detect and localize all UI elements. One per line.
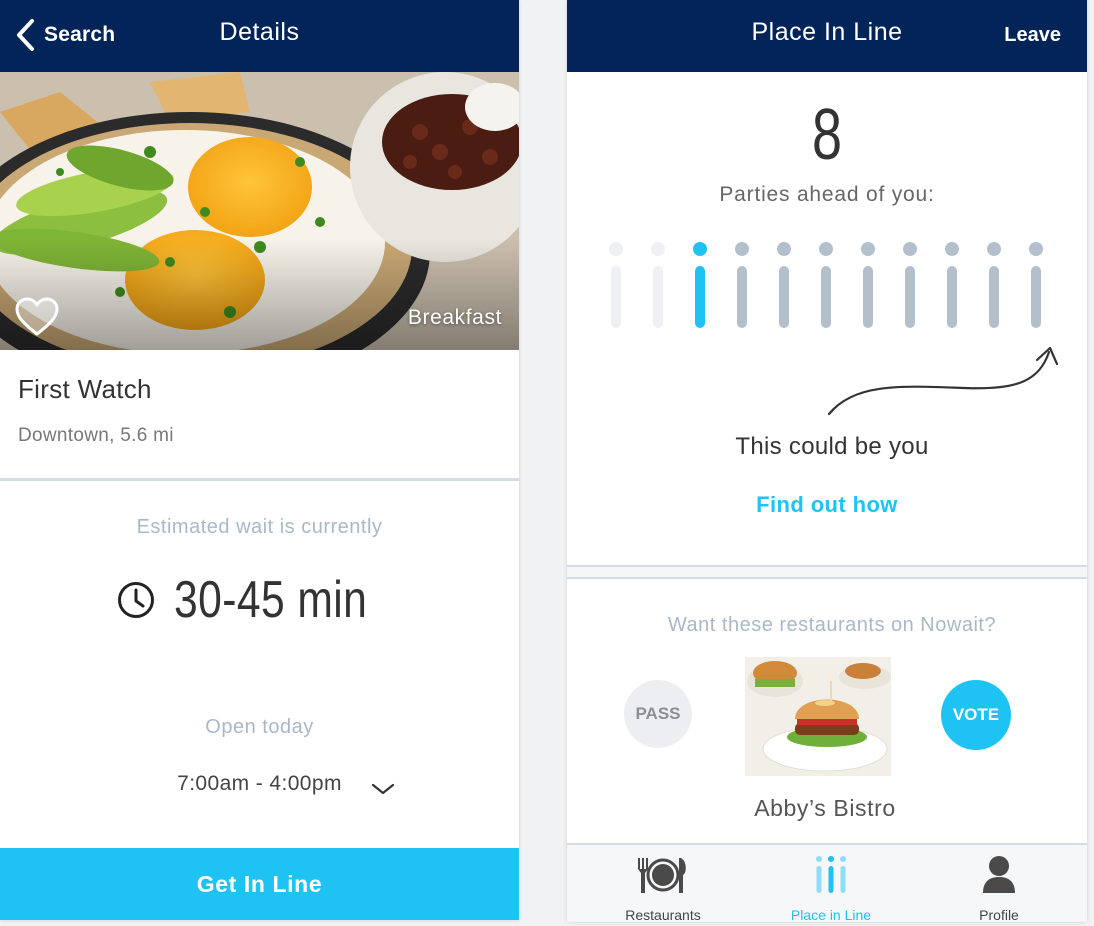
queue-slot xyxy=(987,240,1001,332)
line-navbar: Place In Line Leave xyxy=(567,0,1087,72)
page-title: Details xyxy=(219,18,300,46)
hours-value: 7:00am - 4:00pm xyxy=(177,772,342,795)
section-divider xyxy=(567,565,1087,579)
back-button[interactable]: Search xyxy=(14,16,115,54)
place-in-line-screen: Place In Line Leave 8 Parties ahead of y… xyxy=(567,0,1087,922)
restaurant-location: Downtown, 5.6 mi xyxy=(18,425,174,446)
queue-slot xyxy=(945,240,959,332)
slider-burger-illustration xyxy=(745,657,891,776)
favorite-heart-icon[interactable] xyxy=(14,296,60,338)
open-today-label: Open today xyxy=(205,716,314,738)
tab-label: Restaurants xyxy=(625,907,701,922)
details-navbar: Search Details xyxy=(0,0,519,72)
queue-slot xyxy=(735,240,749,332)
tab-label: Place in Line xyxy=(790,907,872,922)
section-divider xyxy=(0,478,519,481)
person-icon xyxy=(983,856,1015,893)
tab-label: Profile xyxy=(979,907,1019,922)
queue-slot xyxy=(777,240,791,332)
tab-place-in-line[interactable]: Place in Line xyxy=(751,851,911,922)
candidate-restaurant-name: Abby’s Bistro xyxy=(754,795,896,821)
parties-ahead-count: 8 xyxy=(811,95,843,175)
back-button-label: Search xyxy=(44,23,116,46)
queue-slot xyxy=(651,240,665,332)
curved-arrow-icon xyxy=(827,346,1059,416)
tab-restaurants[interactable]: Restaurants xyxy=(583,851,743,922)
restaurant-hero-image: Breakfast xyxy=(0,72,519,350)
candidate-restaurant-photo xyxy=(745,657,891,776)
restaurant-name: First Watch xyxy=(18,374,152,404)
hours-dropdown[interactable]: 7:00am - 4:00pm xyxy=(0,772,519,796)
queue-slot xyxy=(1029,240,1043,332)
queue-slot xyxy=(903,240,917,332)
tab-profile[interactable]: Profile xyxy=(919,851,1079,922)
queue-slot xyxy=(609,240,623,332)
pass-button[interactable]: PASS xyxy=(624,680,692,748)
vote-prompt: Want these restaurants on Nowait? xyxy=(667,614,997,636)
plate-cutlery-icon xyxy=(638,858,686,893)
this-could-be-you-text: This could be you xyxy=(735,433,929,460)
find-out-how-link[interactable]: Find out how xyxy=(756,492,898,517)
queue-slot xyxy=(693,240,707,332)
queue-slot xyxy=(861,240,875,332)
page-title: Place In Line xyxy=(751,18,903,46)
wait-time-value: 30-45 min xyxy=(173,571,367,629)
chevron-down-icon xyxy=(371,783,395,795)
get-in-line-button[interactable]: Get In Line xyxy=(0,848,519,920)
queue-slot xyxy=(819,240,833,332)
bottom-tab-bar: Restaurants Place in Line Profile xyxy=(567,843,1087,922)
leave-button[interactable]: Leave xyxy=(1004,24,1061,46)
food-photo-illustration xyxy=(0,72,519,350)
cuisine-tag: Breakfast xyxy=(407,306,502,329)
clock-icon xyxy=(117,582,154,618)
wait-label: Estimated wait is currently xyxy=(136,516,383,538)
queue-visualization xyxy=(609,240,1059,336)
queue-icon xyxy=(816,856,846,893)
vote-button[interactable]: VOTE xyxy=(941,680,1011,750)
details-screen: Search Details xyxy=(0,0,519,920)
parties-ahead-label: Parties ahead of you: xyxy=(719,183,935,206)
wait-time-row: 30-45 min xyxy=(0,570,519,630)
chevron-left-icon xyxy=(17,19,34,51)
